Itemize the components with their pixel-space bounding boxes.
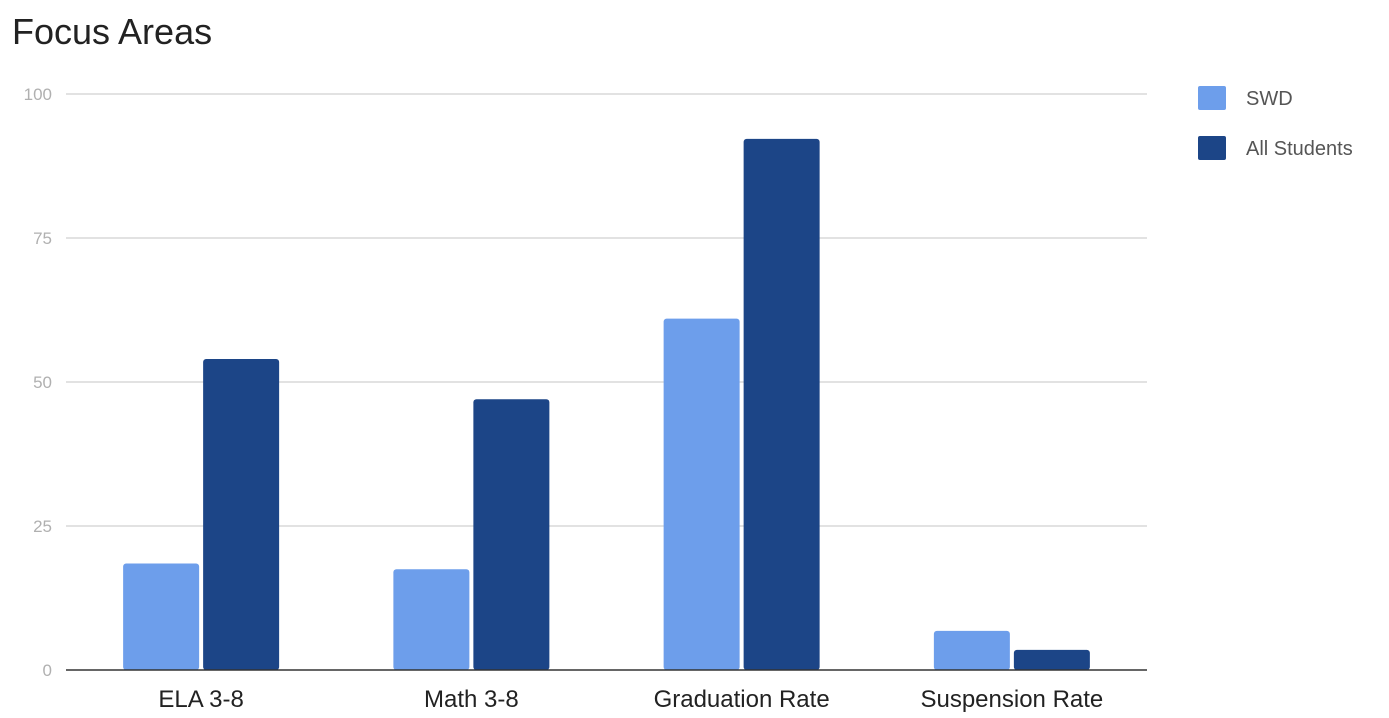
bar-all-students xyxy=(1013,649,1090,670)
y-tick-label: 100 xyxy=(24,85,52,104)
y-tick-label: 25 xyxy=(33,517,52,536)
bar-swd xyxy=(393,569,470,670)
x-axis-tick-labels: ELA 3-8 Math 3-8 Graduation Rate Suspension… xyxy=(158,686,1103,713)
bar-all-students xyxy=(203,358,280,670)
x-tick-label: Suspension Rate xyxy=(920,686,1103,713)
bar-swd xyxy=(663,318,740,670)
x-tick-label: ELA 3-8 xyxy=(158,686,243,713)
legend-label: All Students xyxy=(1246,138,1353,160)
x-tick-label: Math 3-8 xyxy=(424,686,519,713)
bar-swd xyxy=(933,630,1010,670)
bars xyxy=(123,138,1090,671)
legend-swatch xyxy=(1198,86,1226,110)
chart-title: Focus Areas xyxy=(12,11,212,52)
legend-swatch xyxy=(1198,136,1226,160)
x-tick-label: Graduation Rate xyxy=(654,686,830,713)
y-tick-label: 0 xyxy=(43,661,52,680)
bar-all-students xyxy=(743,138,820,671)
legend-label: SWD xyxy=(1246,88,1293,110)
bar-swd xyxy=(123,563,200,670)
bar-all-students xyxy=(473,399,550,670)
y-tick-label: 50 xyxy=(33,373,52,392)
y-tick-label: 75 xyxy=(33,229,52,248)
y-axis-tick-labels: 0 25 50 75 100 xyxy=(24,85,52,680)
legend: SWD All Students xyxy=(1198,86,1353,160)
